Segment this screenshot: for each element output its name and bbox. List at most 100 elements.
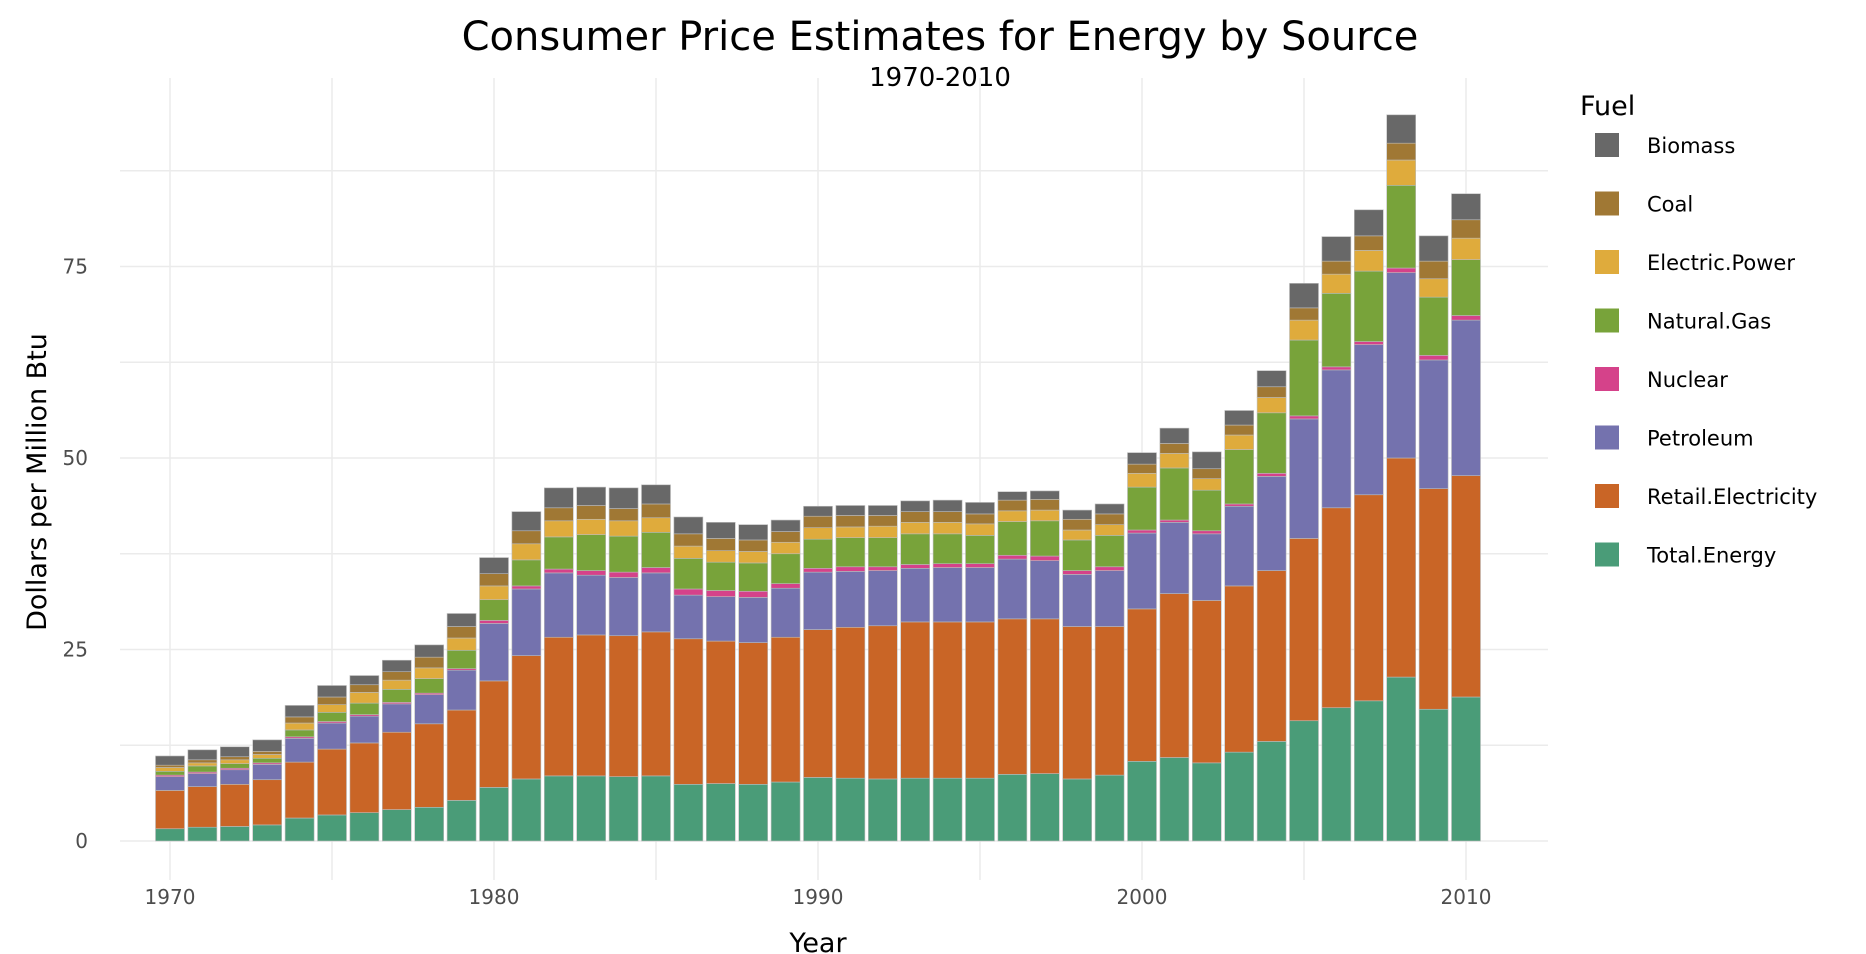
bar-segment-natural-gas	[867, 537, 898, 568]
y-tick-label: 0	[75, 829, 88, 853]
bar-segment-biomass	[705, 522, 736, 539]
bar-segment-nuclear	[738, 590, 769, 598]
bar-segment-coal	[1451, 219, 1481, 239]
bar-segment-coal	[220, 756, 250, 761]
chart-subtitle: 1970-2010	[869, 63, 1011, 93]
bar-segment-coal	[965, 513, 995, 525]
bar-segment-petroleum	[738, 597, 769, 643]
legend-item-coal[interactable]: Coal	[1595, 191, 1693, 217]
legend-item-retail-electricity[interactable]: Retail.Electricity	[1595, 484, 1817, 509]
bar-segment-coal	[284, 716, 315, 724]
legend-item-petroleum[interactable]: Petroleum	[1595, 425, 1754, 451]
bar-segment-electric-power	[932, 522, 963, 535]
bar-stack-1979	[446, 613, 477, 842]
bar-segment-total-energy	[1192, 762, 1222, 842]
bar-segment-total-energy	[1354, 700, 1384, 842]
bar-stack-1970	[155, 755, 185, 842]
bar-stack-2005	[1289, 283, 1319, 842]
bar-segment-total-energy	[673, 784, 704, 842]
bar-segment-retail-electricity	[641, 631, 671, 777]
x-tick-label: 2000	[1117, 885, 1168, 909]
bar-segment-nuclear	[479, 620, 509, 624]
bar-segment-electric-power	[1127, 473, 1157, 488]
bar-segment-total-energy	[1289, 720, 1319, 842]
bar-stack-1984	[608, 487, 639, 842]
bar-segment-retail-electricity	[1159, 593, 1190, 758]
bar-segment-natural-gas	[803, 538, 833, 569]
bar-segment-electric-power	[1094, 524, 1125, 536]
legend-label: Nuclear	[1647, 368, 1728, 392]
bar-segment-natural-gas	[543, 536, 574, 570]
bar-segment-nuclear	[543, 568, 574, 574]
legend-item-total-energy[interactable]: Total.Energy	[1595, 542, 1776, 568]
bar-segment-electric-power	[349, 692, 380, 704]
bar-segment-retail-electricity	[414, 723, 445, 808]
bar-segment-coal	[738, 539, 769, 552]
bar-segment-total-energy	[867, 778, 898, 842]
bar-segment-biomass	[1127, 452, 1157, 465]
bar-segment-biomass	[543, 487, 574, 509]
bar-segment-retail-electricity	[932, 621, 963, 779]
bar-segment-natural-gas	[576, 534, 607, 571]
bar-segment-retail-electricity	[543, 636, 574, 777]
bar-segment-coal	[1386, 142, 1416, 161]
bar-segment-coal	[1159, 443, 1190, 454]
bar-segment-biomass	[1062, 509, 1092, 520]
bar-segment-biomass	[187, 749, 218, 761]
bar-segment-natural-gas	[1289, 339, 1319, 417]
bar-stack-2000	[1127, 452, 1157, 842]
bar-segment-natural-gas	[155, 770, 185, 776]
bar-segment-petroleum	[900, 568, 931, 623]
bar-segment-electric-power	[1451, 237, 1481, 260]
bar-segment-retail-electricity	[381, 731, 412, 810]
bar-segment-retail-electricity	[1289, 538, 1319, 722]
bar-segment-nuclear	[1289, 415, 1319, 420]
legend-item-biomass[interactable]: Biomass	[1595, 133, 1735, 158]
bar-segment-total-energy	[1451, 696, 1481, 842]
bar-segment-natural-gas	[1256, 412, 1287, 474]
bar-segment-total-energy	[770, 781, 801, 842]
bar-segment-retail-electricity	[317, 748, 347, 816]
bar-segment-biomass	[479, 557, 509, 574]
legend-item-electric-power[interactable]: Electric.Power	[1595, 250, 1795, 275]
bar-segment-retail-electricity	[187, 786, 218, 828]
legend-title: Fuel	[1580, 91, 1635, 122]
bar-stack-1990	[803, 505, 833, 842]
bar-stack-1991	[835, 505, 866, 842]
bar-segment-retail-electricity	[608, 635, 639, 777]
bar-segment-electric-power	[252, 754, 282, 759]
bar-segment-nuclear	[511, 585, 542, 590]
bar-segment-electric-power	[673, 545, 704, 559]
bar-segment-coal	[1418, 260, 1449, 280]
bar-segment-total-energy	[835, 777, 866, 842]
legend-item-natural-gas[interactable]: Natural.Gas	[1595, 308, 1771, 334]
bar-segment-electric-power	[446, 637, 477, 651]
bar-segment-electric-power	[770, 541, 801, 555]
bar-segment-total-energy	[252, 824, 282, 842]
bar-segment-nuclear	[576, 570, 607, 576]
bar-segment-electric-power	[284, 722, 315, 731]
bar-segment-total-energy	[900, 777, 931, 842]
bar-segment-coal	[1127, 463, 1157, 474]
bar-stack-1974	[284, 705, 315, 842]
bar-segment-retail-electricity	[1418, 488, 1449, 710]
legend-label: Electric.Power	[1647, 251, 1795, 275]
bar-segment-total-energy	[997, 774, 1028, 842]
legend-item-nuclear[interactable]: Nuclear	[1595, 367, 1728, 392]
bar-segment-total-energy	[1321, 707, 1352, 842]
bar-segment-biomass	[349, 675, 380, 686]
bar-segment-natural-gas	[835, 537, 866, 568]
bar-segment-petroleum	[1127, 532, 1157, 610]
bar-segment-electric-power	[738, 551, 769, 564]
bar-segment-petroleum	[511, 588, 542, 656]
x-tick-label: 1980	[469, 885, 520, 909]
bar-segment-coal	[705, 538, 736, 551]
bar-segment-nuclear	[1030, 555, 1060, 561]
bar-segment-electric-power	[1159, 453, 1190, 469]
bar-segment-natural-gas	[187, 765, 218, 773]
bar-segment-coal	[187, 759, 218, 764]
bar-stack-1982	[543, 487, 574, 842]
bar-segment-nuclear	[867, 566, 898, 571]
x-tick-label: 1990	[793, 885, 844, 909]
